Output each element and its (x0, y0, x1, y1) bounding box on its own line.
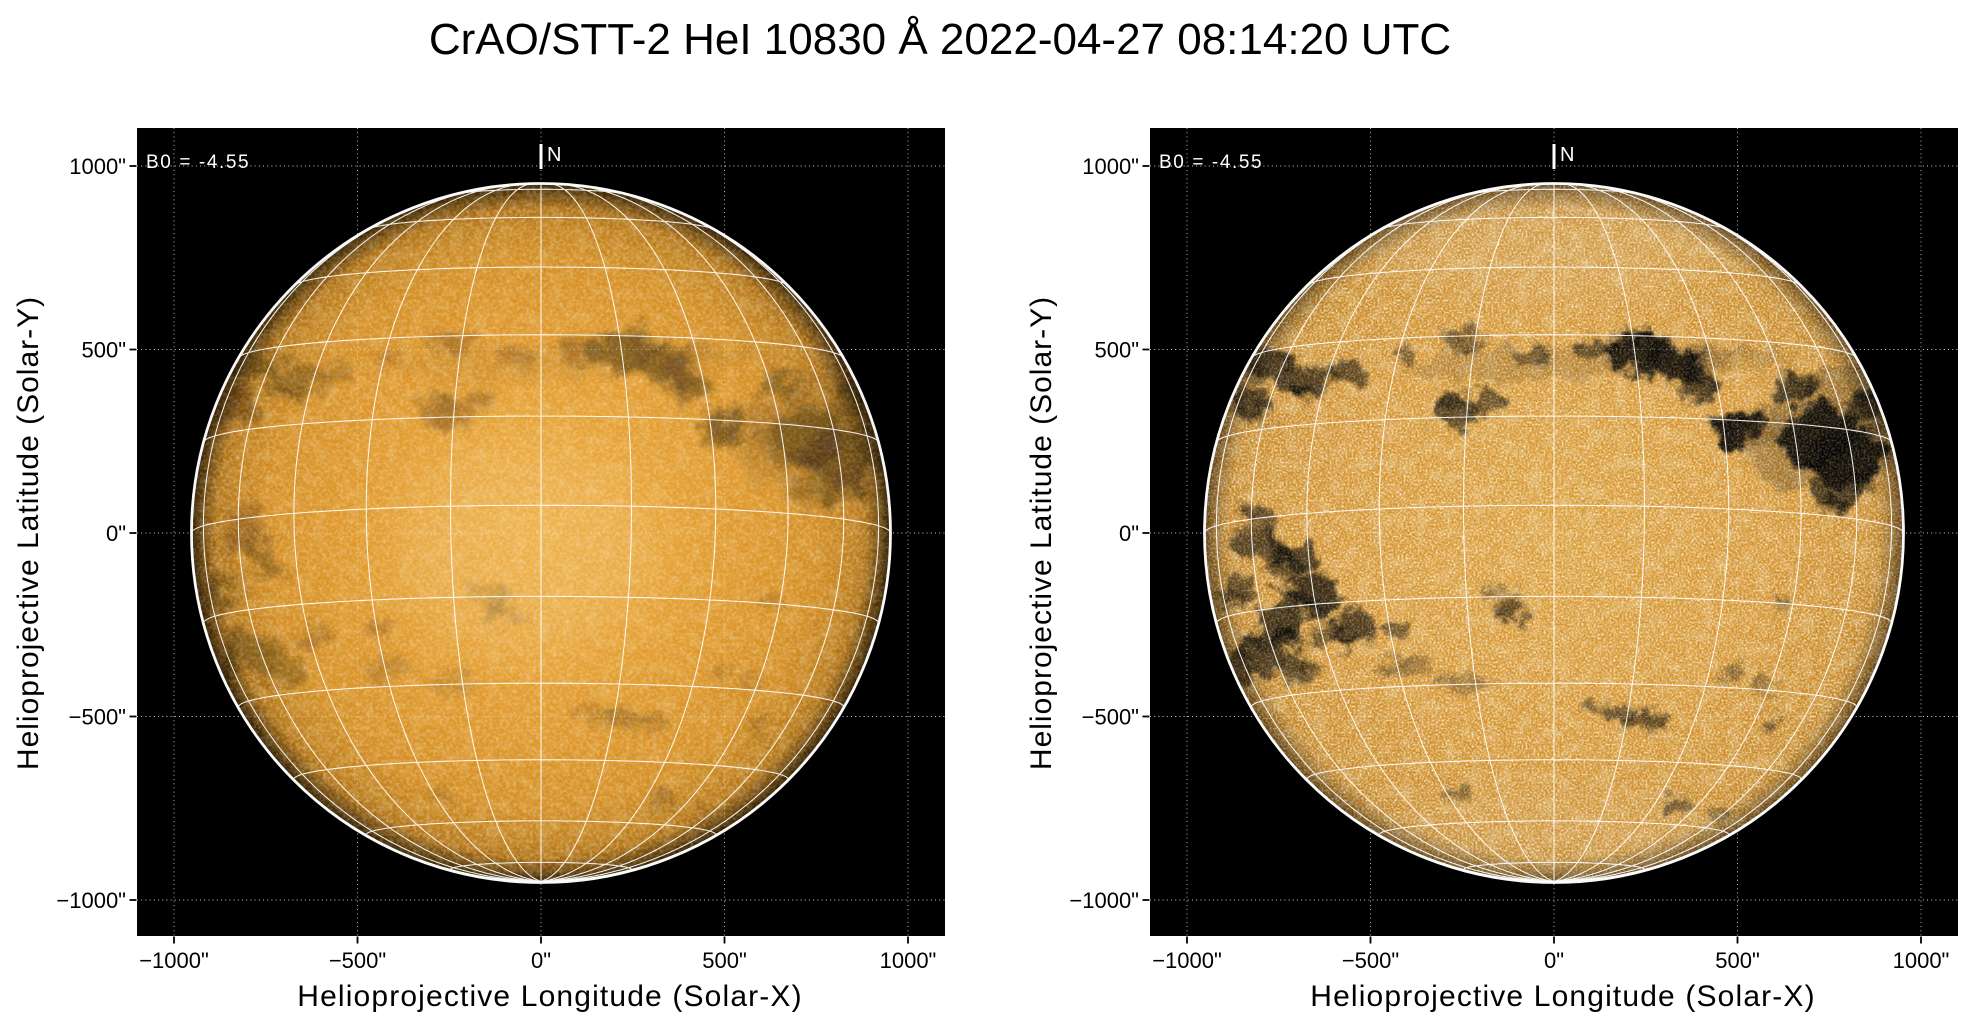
svg-text:−500": −500" (1082, 705, 1139, 730)
svg-text:−500": −500" (69, 705, 126, 730)
svg-text:1000": 1000" (880, 948, 937, 973)
svg-text:−500": −500" (329, 948, 386, 973)
svg-text:0": 0" (1544, 948, 1564, 973)
svg-text:Helioprojective Latitude (Sola: Helioprojective Latitude (Solar-Y) (1025, 296, 1058, 770)
svg-text:1000": 1000" (1082, 154, 1139, 179)
svg-text:−1000": −1000" (56, 888, 126, 913)
svg-text:−1000": −1000" (1069, 888, 1139, 913)
svg-text:Helioprojective Longitude (Sol: Helioprojective Longitude (Solar-X) (297, 980, 802, 1013)
svg-text:500": 500" (1094, 338, 1139, 363)
svg-text:Helioprojective Latitude (Sola: Helioprojective Latitude (Solar-Y) (12, 296, 45, 770)
svg-text:0": 0" (1119, 521, 1139, 546)
svg-text:N: N (547, 144, 561, 166)
svg-text:N: N (1560, 144, 1574, 166)
svg-text:500": 500" (1715, 948, 1760, 973)
svg-text:0": 0" (531, 948, 551, 973)
svg-text:Helioprojective Longitude (Sol: Helioprojective Longitude (Solar-X) (1310, 980, 1815, 1013)
svg-text:1000": 1000" (69, 154, 126, 179)
svg-text:500": 500" (81, 338, 126, 363)
svg-text:1000": 1000" (1893, 948, 1950, 973)
svg-text:0": 0" (106, 521, 126, 546)
svg-text:−1000": −1000" (1152, 948, 1222, 973)
svg-text:−1000": −1000" (139, 948, 209, 973)
svg-text:−500": −500" (1342, 948, 1399, 973)
svg-text:B0 = -4.55: B0 = -4.55 (1159, 152, 1263, 173)
svg-text:500": 500" (702, 948, 747, 973)
svg-text:CrAO/STT-2 HeI 10830 Å 2022-04: CrAO/STT-2 HeI 10830 Å 2022-04-27 08:14:… (429, 15, 1451, 64)
svg-text:B0 = -4.55: B0 = -4.55 (146, 152, 250, 173)
